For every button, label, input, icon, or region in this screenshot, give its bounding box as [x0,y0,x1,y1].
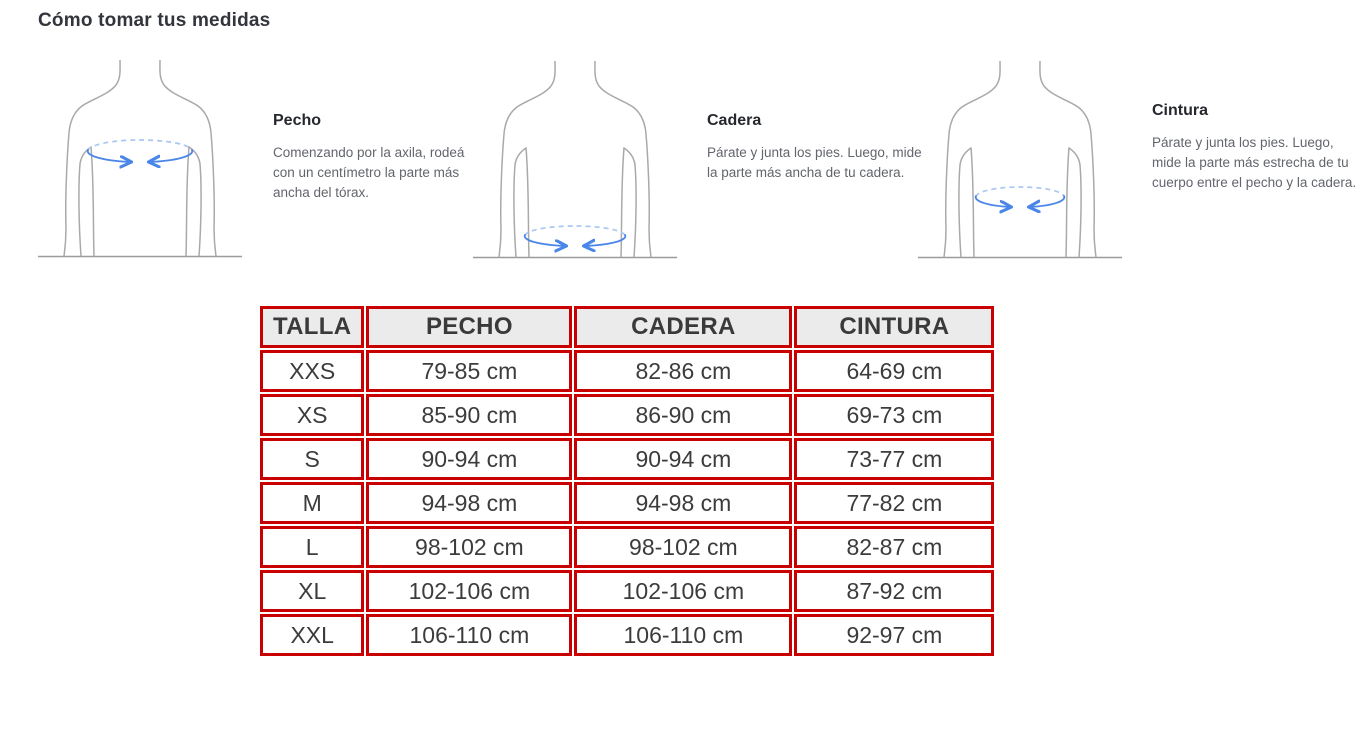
measure-range-cell: 86-90 cm [574,394,793,436]
size-label-cell: M [260,482,365,524]
column-header-cadera: CADERA [574,306,793,348]
section-heading-chest: Pecho [273,112,322,129]
size-row: XXL 106-110 cm 106-110 cm 92-97 cm [260,614,995,656]
section-heading-waist: Cintura [1152,102,1208,119]
measure-range-cell: 106-110 cm [366,614,573,656]
size-row: XXS 79-85 cm 82-86 cm 64-69 cm [260,350,995,392]
measure-range-cell: 98-102 cm [366,526,573,568]
size-row: S 90-94 cm 90-94 cm 73-77 cm [260,438,995,480]
section-heading-hip: Cadera [707,112,762,129]
measure-range-cell: 90-94 cm [366,438,573,480]
size-row: L 98-102 cm 98-102 cm 82-87 cm [260,526,995,568]
measure-range-cell: 94-98 cm [574,482,793,524]
column-header-talla: TALLA [260,306,365,348]
column-header-pecho: PECHO [366,306,573,348]
section-waist: Cintura Párate y junta los pies. Luego, … [1152,102,1362,193]
section-description-hip: Párate y junta los pies. Luego, mide la … [707,145,922,180]
size-label-cell: XL [260,570,365,612]
column-header-cintura: CINTURA [794,306,995,348]
size-table-body: XXS 79-85 cm 82-86 cm 64-69 cm XS 85-90 cm 86-… [260,350,995,656]
size-label-cell: XXL [260,614,365,656]
measure-range-cell: 82-87 cm [794,526,995,568]
measure-range-cell: 79-85 cm [366,350,573,392]
size-row: XS 85-90 cm 86-90 cm 69-73 cm [260,394,995,436]
measure-range-cell: 85-90 cm [366,394,573,436]
measure-range-cell: 92-97 cm [794,614,995,656]
measure-range-cell: 98-102 cm [574,526,793,568]
size-label-cell: XXS [260,350,365,392]
measure-range-cell: 102-106 cm [574,570,793,612]
measure-range-cell: 64-69 cm [794,350,995,392]
size-table-header-row: TALLA PECHO CADERA CINTURA [260,306,995,348]
size-label-cell: S [260,438,365,480]
size-row: M 94-98 cm 94-98 cm 77-82 cm [260,482,995,524]
size-table-header: TALLA PECHO CADERA CINTURA [260,306,995,348]
section-description-waist: Párate y junta los pies. Luego, mide la … [1152,135,1357,190]
section-description-chest: Comenzando por la axila, rodeá con un ce… [273,145,465,200]
page-title: Cómo tomar tus medidas [38,10,271,31]
torso-waist-measure-illustration [915,60,1125,263]
measure-range-cell: 82-86 cm [574,350,793,392]
measure-range-cell: 106-110 cm [574,614,793,656]
section-hip: Cadera Párate y junta los pies. Luego, m… [707,112,923,183]
size-row: XL 102-106 cm 102-106 cm 87-92 cm [260,570,995,612]
measure-range-cell: 102-106 cm [366,570,573,612]
torso-hip-measure-illustration [470,60,680,263]
measure-range-cell: 73-77 cm [794,438,995,480]
measure-range-cell: 87-92 cm [794,570,995,612]
measure-range-cell: 69-73 cm [794,394,995,436]
measure-range-cell: 94-98 cm [366,482,573,524]
size-table: TALLA PECHO CADERA CINTURA XXS 79-85 cm 82… [258,304,997,658]
measure-range-cell: 90-94 cm [574,438,793,480]
size-label-cell: L [260,526,365,568]
measure-range-cell: 77-82 cm [794,482,995,524]
torso-chest-measure-illustration [35,59,245,262]
section-chest: Pecho Comenzando por la axila, rodeá con… [273,112,465,203]
size-label-cell: XS [260,394,365,436]
